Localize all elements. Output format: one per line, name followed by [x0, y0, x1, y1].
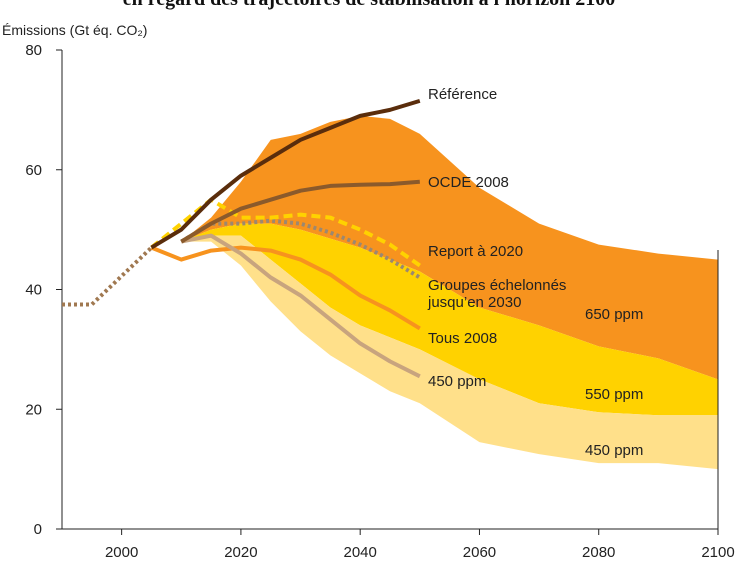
band-label: 650 ppm	[585, 306, 644, 323]
band-label: 450 ppm	[585, 442, 644, 459]
band-area	[181, 115, 719, 380]
series-line	[150, 98, 421, 250]
series-label: Tous 2008	[428, 330, 498, 347]
y-axis-label: Émissions (Gt éq. CO₂)	[2, 22, 148, 38]
x-tick-label: 2000	[105, 544, 138, 561]
band-label: 550 ppm	[585, 386, 644, 403]
series-line	[180, 233, 421, 379]
x-tick-label: 2080	[582, 544, 615, 561]
series-label: OCDE 2008	[428, 174, 509, 191]
series-line	[62, 246, 153, 307]
x-tick-label: 2100	[701, 544, 734, 561]
series-line	[150, 245, 421, 331]
series-label: Référence	[428, 86, 498, 103]
y-tick-label: 60	[25, 162, 42, 179]
x-tick-label: 2020	[224, 544, 257, 561]
y-tick-label: 40	[25, 282, 42, 299]
series-label: 450 ppm	[428, 373, 487, 390]
x-tick-label: 2040	[343, 544, 376, 561]
series-label: Report à 2020	[428, 243, 524, 260]
chart-title: en regard des trajectoires de stabilisat…	[0, 0, 738, 11]
y-tick-label: 20	[25, 401, 42, 418]
series-line	[180, 218, 421, 280]
y-tick-label: 80	[25, 42, 42, 59]
series-line	[180, 179, 420, 244]
x-tick-label: 2060	[463, 544, 496, 561]
series-label: Groupes échelonnés jusqu’en 2030	[428, 277, 567, 311]
band-area	[181, 235, 719, 470]
series-line	[150, 197, 421, 268]
band-area	[181, 223, 719, 416]
y-tick-label: 0	[34, 521, 42, 538]
